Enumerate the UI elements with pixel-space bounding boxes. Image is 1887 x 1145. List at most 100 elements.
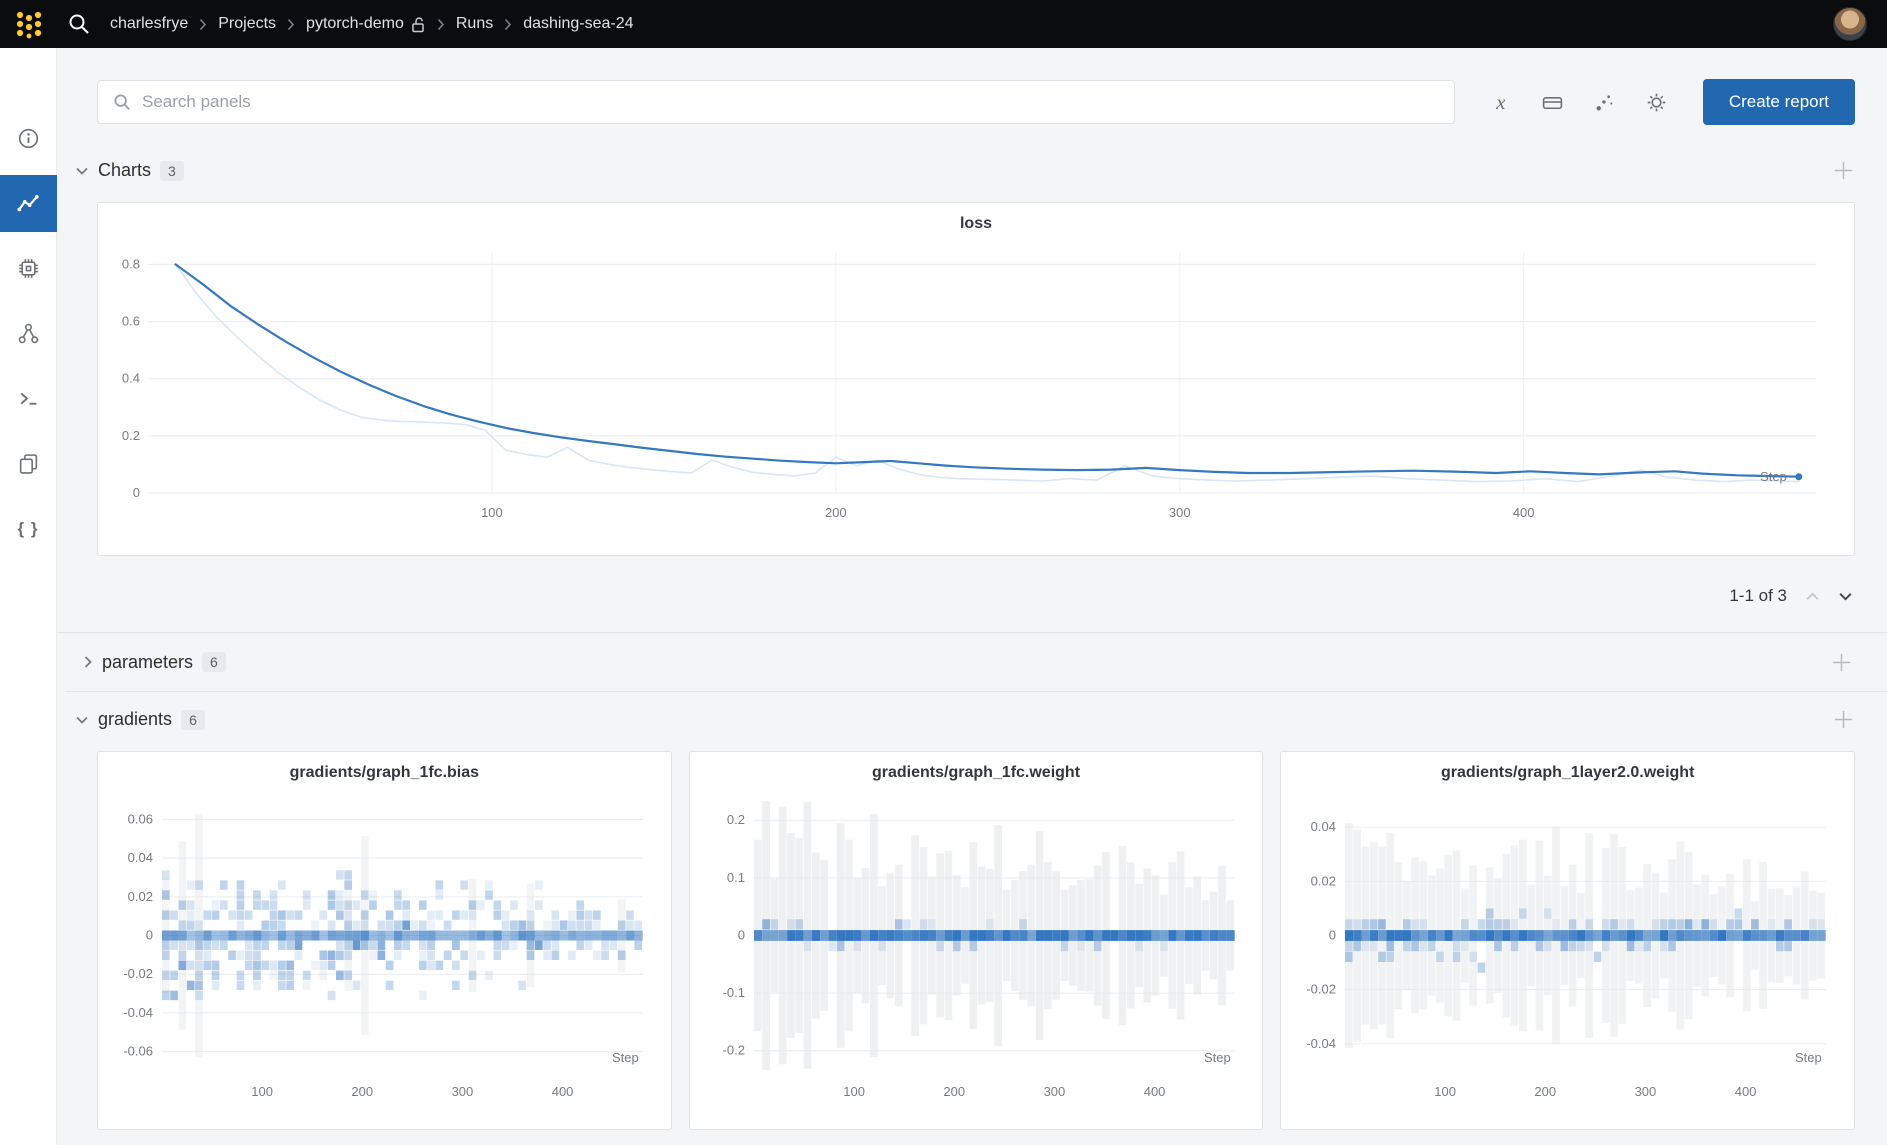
sidebar-item-overview[interactable] [0, 110, 57, 167]
breadcrumb-runs[interactable]: Runs [456, 15, 493, 33]
gradient-heatmap-chart[interactable]: 0.2 0.1 0 -0.1 -0.2 100 200 300 400 Step [690, 790, 1263, 1111]
pagination-range: 1-1 of 3 [1729, 586, 1787, 605]
search-panels-box[interactable] [97, 80, 1455, 124]
sidebar-item-charts[interactable] [0, 175, 57, 232]
breadcrumb-run-name[interactable]: dashing-sea-24 [523, 15, 633, 33]
search-icon [114, 94, 130, 110]
math-x-glyph: x [1496, 89, 1506, 114]
charts-section-header[interactable]: Charts 3 [75, 159, 1855, 182]
gradient-panel: gradients/graph_1fc.bias 0.06 0.04 0.02 0 -0… [97, 751, 672, 1130]
sidebar-item-files[interactable] [0, 435, 57, 492]
gradient-heatmap-chart[interactable]: 0.06 0.04 0.02 0 -0.02 -0.04 -0.06 100 200 300 400… [98, 790, 671, 1111]
create-report-button[interactable]: Create report [1702, 79, 1855, 125]
chevron-down-icon[interactable] [75, 166, 89, 176]
global-search-icon[interactable] [66, 11, 92, 37]
svg-text:0.02: 0.02 [1311, 873, 1336, 888]
breadcrumb-projects-label: Projects [218, 15, 277, 32]
panel-title: gradients/graph_1layer2.0.weight [1440, 764, 1695, 781]
breadcrumb-project[interactable]: pytorch-demo [306, 15, 426, 33]
breadcrumb: charlesfrye Projects pytorch-demo Runs d… [110, 15, 1815, 33]
svg-text:0: 0 [737, 928, 744, 943]
breadcrumb-project-label: pytorch-demo [306, 15, 404, 32]
svg-text:-0.06: -0.06 [123, 1044, 153, 1059]
svg-text:300: 300 [1043, 1084, 1065, 1099]
panel-title: gradients/graph_1fc.bias [289, 764, 480, 781]
breadcrumb-projects[interactable]: Projects [218, 15, 276, 33]
open-lock-icon [412, 16, 424, 32]
svg-text:-0.02: -0.02 [123, 966, 153, 981]
gear-icon[interactable] [1645, 90, 1669, 114]
chevron-right-icon[interactable] [83, 655, 93, 669]
gradient-panel: gradients/graph_1fc.weight 0.2 0.1 0 -0.1 -0… [688, 751, 1264, 1130]
model-graph-icon [18, 323, 38, 344]
toolbar-icon-group: x [1489, 90, 1669, 114]
terminal-icon [20, 392, 36, 405]
svg-text:300: 300 [1169, 505, 1191, 520]
sidebar-item-artifacts[interactable]: { } [0, 500, 57, 557]
sidebar-item-logs[interactable] [0, 370, 57, 427]
gradients-count-badge: 6 [181, 709, 205, 730]
breadcrumb-user-label: charlesfrye [110, 15, 189, 32]
gradients-section-label: gradients [98, 709, 173, 729]
parameters-section-label: parameters [102, 651, 194, 672]
line-chart-icon [17, 194, 39, 211]
sidebar-item-system[interactable] [0, 240, 57, 297]
gradient-panel: gradients/graph_1layer2.0.weight 0.04 0.0… [1280, 751, 1856, 1130]
svg-text:200: 200 [825, 505, 847, 520]
breadcrumb-runs-label: Runs [455, 15, 494, 32]
svg-text:0.6: 0.6 [122, 314, 140, 329]
sidebar-item-model[interactable] [0, 305, 57, 362]
svg-text:0.06: 0.06 [128, 811, 153, 826]
svg-text:Step: Step [1760, 469, 1787, 484]
info-icon [18, 128, 38, 149]
svg-text:400: 400 [552, 1084, 574, 1099]
charts-count-badge: 3 [160, 160, 184, 181]
add-panel-button[interactable] [1832, 708, 1855, 731]
chip-icon [18, 259, 38, 278]
svg-text:200: 200 [351, 1084, 373, 1099]
workspace-toolbar: x [97, 79, 1855, 125]
svg-text:100: 100 [251, 1084, 273, 1099]
svg-text:Step: Step [1795, 1050, 1822, 1065]
loss-line-chart[interactable]: 100 200 300 400 0 0.2 0.4 0.6 0.8 Step [98, 239, 1854, 535]
math-expression-icon[interactable]: x [1489, 90, 1513, 114]
svg-text:-0.1: -0.1 [722, 985, 744, 1000]
svg-text:-0.02: -0.02 [1307, 982, 1337, 997]
top-navbar: charlesfrye Projects pytorch-demo Runs d… [0, 0, 1887, 48]
panel-title: gradients/graph_1fc.weight [871, 764, 1081, 781]
workspace: x [57, 48, 1887, 1145]
svg-text:Step: Step [1204, 1050, 1231, 1065]
svg-text:0: 0 [133, 485, 140, 500]
files-icon [19, 454, 37, 474]
svg-text:100: 100 [481, 505, 503, 520]
breadcrumb-separator-icon [200, 18, 207, 30]
sparkle-dots-icon[interactable] [1593, 90, 1617, 114]
wandb-logo-icon[interactable] [10, 5, 48, 43]
breadcrumb-separator-icon [287, 18, 295, 30]
panel-title: loss [959, 215, 992, 232]
gradient-heatmap-chart[interactable]: 0.04 0.02 0 -0.02 -0.04 100 200 300 400 Step [1281, 790, 1854, 1111]
panels-icon[interactable] [1541, 90, 1565, 114]
svg-text:-0.04: -0.04 [1307, 1036, 1337, 1051]
braces-icon: { } [17, 518, 39, 538]
add-panel-button[interactable] [1832, 159, 1855, 182]
charts-pagination: 1-1 of 3 [57, 556, 1887, 633]
parameters-section-header[interactable]: parameters 6 [65, 633, 1887, 692]
loss-panel: loss 100 200 300 400 0 0.2 0.4 0.6 0.8 Step [97, 202, 1855, 556]
chevron-up-icon[interactable] [1805, 591, 1820, 602]
breadcrumb-user[interactable]: charlesfrye [110, 15, 188, 33]
svg-text:0.04: 0.04 [1311, 819, 1336, 834]
breadcrumb-run-name-label: dashing-sea-24 [523, 15, 634, 32]
svg-text:400: 400 [1735, 1084, 1757, 1099]
chevron-down-icon[interactable] [75, 715, 89, 725]
add-panel-button[interactable] [1830, 651, 1853, 674]
svg-text:0: 0 [146, 928, 153, 943]
chevron-down-icon[interactable] [1838, 591, 1853, 602]
svg-text:0.4: 0.4 [122, 371, 140, 386]
run-sidebar: { } [0, 48, 57, 1145]
breadcrumb-separator-icon [505, 18, 512, 30]
search-panels-input[interactable] [142, 92, 1440, 112]
parameters-count-badge: 6 [202, 652, 226, 672]
gradients-section-header[interactable]: gradients 6 [75, 708, 1855, 731]
user-avatar[interactable] [1833, 7, 1867, 41]
